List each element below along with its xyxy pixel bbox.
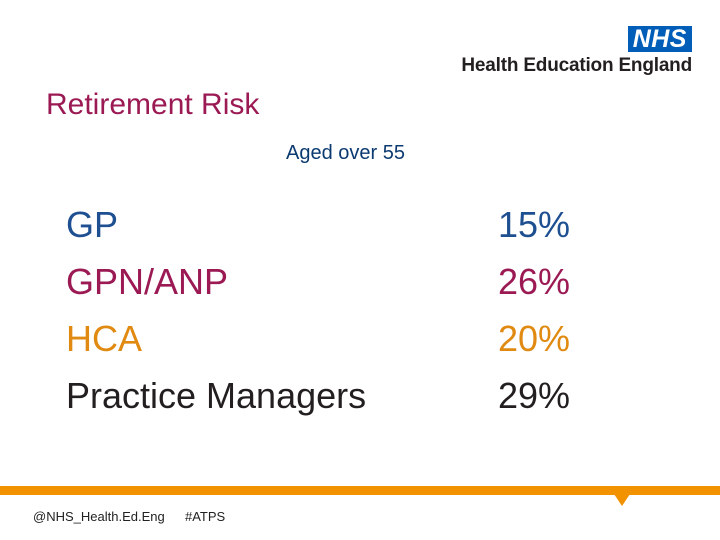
- slide-subtitle: Aged over 55: [286, 142, 405, 164]
- list-item-practice-managers: Practice Managers 29%: [66, 375, 586, 432]
- list-item-hca: HCA 20%: [66, 318, 586, 375]
- row-value: 15%: [498, 204, 571, 245]
- row-value: 26%: [498, 261, 571, 302]
- footer-bar: [0, 486, 720, 495]
- row-label: Practice Managers: [66, 375, 367, 416]
- list-item-gp: GP 15%: [66, 204, 586, 261]
- list-item-gpn-anp: GPN/ANP 26%: [66, 261, 586, 318]
- organisation-name: Health Education England: [461, 55, 692, 76]
- hee-logo: NHS Health Education England: [461, 26, 692, 77]
- retirement-risk-list: GP 15% GPN/ANP 26% HCA 20% Practice Mana…: [66, 204, 586, 432]
- row-label: GPN/ANP: [66, 261, 229, 302]
- row-label: HCA: [66, 318, 143, 359]
- row-value: 20%: [498, 318, 571, 359]
- slide-title: Retirement Risk: [46, 88, 260, 121]
- row-value: 29%: [498, 375, 571, 416]
- nhs-logo-box: NHS: [627, 26, 692, 52]
- footer-notch: [614, 494, 630, 506]
- hashtag: #ATPS: [185, 509, 226, 524]
- row-label: GP: [66, 204, 119, 245]
- twitter-handle: @NHS_Health.Ed.Eng: [33, 509, 165, 524]
